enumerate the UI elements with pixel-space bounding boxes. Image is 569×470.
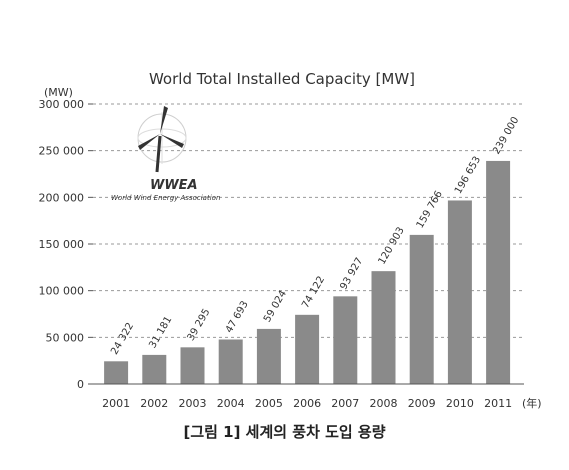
logo-subtitle: World Wind Energy Association (111, 194, 220, 202)
data-label: 159 766 (415, 189, 445, 230)
x-tick-label: 2010 (446, 397, 474, 410)
x-tick-label: 2002 (140, 397, 168, 410)
bar (256, 328, 281, 384)
y-tick-label: 100 000 (39, 285, 85, 298)
x-tick-label: 2009 (408, 397, 436, 410)
y-tick-label: 150 000 (39, 238, 85, 251)
bar (371, 271, 396, 384)
x-axis-unit-label: (年) (522, 396, 542, 410)
bar (409, 234, 434, 384)
y-tick-label: 250 000 (39, 145, 85, 158)
data-label: 196 653 (453, 155, 483, 196)
x-tick-label: 2006 (293, 397, 321, 410)
y-axis-ticks: 0 50 000 100 000 150 000 200 000 250 000 300 0… (39, 98, 93, 391)
x-tick-label: 2005 (255, 397, 283, 410)
bar (486, 160, 511, 384)
y-tick-label: 200 000 (39, 191, 85, 204)
x-tick-label: 2008 (370, 397, 398, 410)
data-label: 31 181 (147, 315, 174, 351)
y-tick-label: 50 000 (46, 331, 85, 344)
data-label: 47 693 (224, 299, 251, 335)
x-tick-label: 2001 (102, 397, 130, 410)
y-axis-unit-label: (MW) (44, 86, 73, 99)
y-tick-label: 300 000 (39, 98, 85, 111)
data-label: 120 903 (377, 225, 407, 266)
bar (142, 354, 167, 384)
data-label: 93 927 (338, 256, 365, 292)
y-tick-label: 0 (77, 378, 84, 391)
bar (180, 347, 205, 384)
wwea-logo: WWEA World Wind Energy Association (111, 106, 220, 202)
wind-turbine-icon (137, 106, 187, 173)
x-tick-label: 2003 (179, 397, 207, 410)
data-label: 239 000 (491, 115, 521, 156)
figure-caption: [그림 1] 세계의 풍차 도입 용량 (183, 423, 386, 441)
logo-name: WWEA (150, 178, 198, 193)
data-label: 59 024 (262, 289, 289, 325)
x-tick-label: 2004 (217, 397, 245, 410)
x-tick-label: 2007 (331, 397, 359, 410)
data-label: 74 122 (300, 275, 327, 311)
bar (447, 200, 472, 384)
bars (104, 160, 511, 384)
bar (333, 296, 358, 384)
chart-title: World Total Installed Capacity [MW] (149, 70, 415, 88)
bar (295, 314, 320, 384)
bar (104, 361, 129, 384)
x-tick-label: 2011 (484, 397, 512, 410)
data-label: 24 322 (109, 321, 136, 357)
x-axis-ticks: 2001 2002 2003 2004 2005 2006 2007 2008 2009 2010… (102, 397, 512, 410)
chart-svg: World Total Installed Capacity [MW] (MW)… (39, 70, 542, 410)
bar (218, 339, 243, 384)
